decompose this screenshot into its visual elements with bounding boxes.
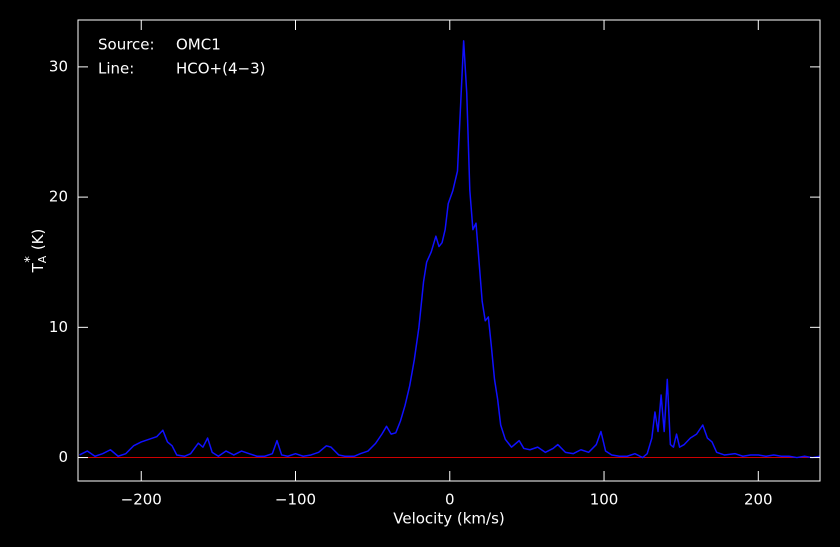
y-axis-label-text: TA* (K) <box>23 229 50 274</box>
y-label-unit: (K) <box>29 229 47 251</box>
y-tick-label: 10 <box>49 318 68 336</box>
x-tick-label: 0 <box>445 491 455 509</box>
annotation-value: OMC1 <box>176 36 221 54</box>
y-label-sup: * <box>23 256 38 263</box>
y-tick-label: 30 <box>49 57 68 75</box>
spectrum-line <box>79 40 821 459</box>
y-axis-label: TA* (K) <box>23 229 50 274</box>
y-label-base: T <box>29 262 47 273</box>
y-tick-label: 0 <box>58 448 68 466</box>
annotation-key: Source: <box>98 36 155 54</box>
y-tick-label: 20 <box>49 188 68 206</box>
y-label-sub: A <box>36 255 49 263</box>
x-tick-label: −100 <box>275 491 316 509</box>
x-axis-label: Velocity (km/s) <box>393 510 504 528</box>
x-tick-label: 100 <box>590 491 619 509</box>
x-tick-label: −200 <box>121 491 162 509</box>
x-tick-label: 200 <box>744 491 773 509</box>
annotation-key: Line: <box>98 60 134 78</box>
annotation-value: HCO+(4−3) <box>176 60 266 78</box>
plot-frame <box>77 19 821 482</box>
